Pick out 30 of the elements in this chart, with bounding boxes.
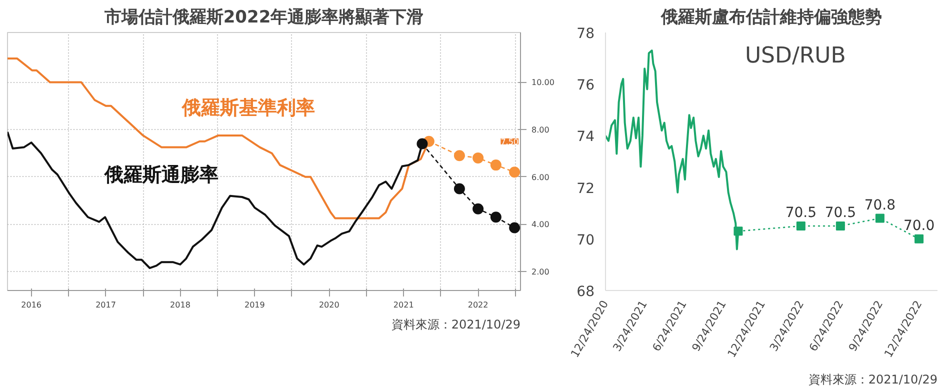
chart-title: 俄羅斯盧布估計維持偏強態勢 [660, 8, 882, 28]
y-tick-label: 2.00 [532, 268, 550, 277]
x-tick-label: 2016 [21, 300, 42, 310]
x-tick-label: 2019 [244, 300, 265, 310]
data-label: 70.8 [864, 197, 896, 214]
y-tick-label: 72 [576, 180, 595, 197]
y-tick-label: 74 [576, 129, 595, 146]
y-tick-label: 8.00 [532, 126, 550, 135]
source-note: 資料來源：2021/10/29 [391, 318, 521, 332]
x-tick-label: 2020 [318, 300, 340, 310]
y-tick-label: 6.00 [532, 172, 550, 182]
x-tick-label: 2022 [468, 300, 488, 310]
series-label: 俄羅斯基準利率 [181, 96, 316, 119]
y-tick-label: 10.00 [532, 78, 554, 88]
annotation: USD/RUB [744, 44, 846, 69]
x-tick-label: 2017 [96, 300, 116, 310]
x-tick-label: 2021 [393, 300, 414, 310]
y-tick-label: 70 [576, 232, 595, 248]
data-label: 70.0 [903, 218, 935, 234]
y-tick-label: 76 [576, 78, 595, 94]
y-tick-label: 68 [576, 284, 595, 300]
y-tick-label: 78 [576, 26, 595, 42]
data-label: 70.5 [785, 205, 817, 221]
source-note: 資料來源：2021/10/29 [808, 372, 938, 386]
data-label: 70.5 [824, 205, 856, 221]
annotation: 7.50 [500, 137, 518, 146]
y-tick-label: 4.00 [532, 220, 550, 230]
x-tick-label: 2018 [170, 300, 190, 310]
series-label: 俄羅斯通膨率 [103, 164, 218, 186]
chart-title: 市場估計俄羅斯2022年通膨率將顯著下滑 [103, 8, 424, 28]
